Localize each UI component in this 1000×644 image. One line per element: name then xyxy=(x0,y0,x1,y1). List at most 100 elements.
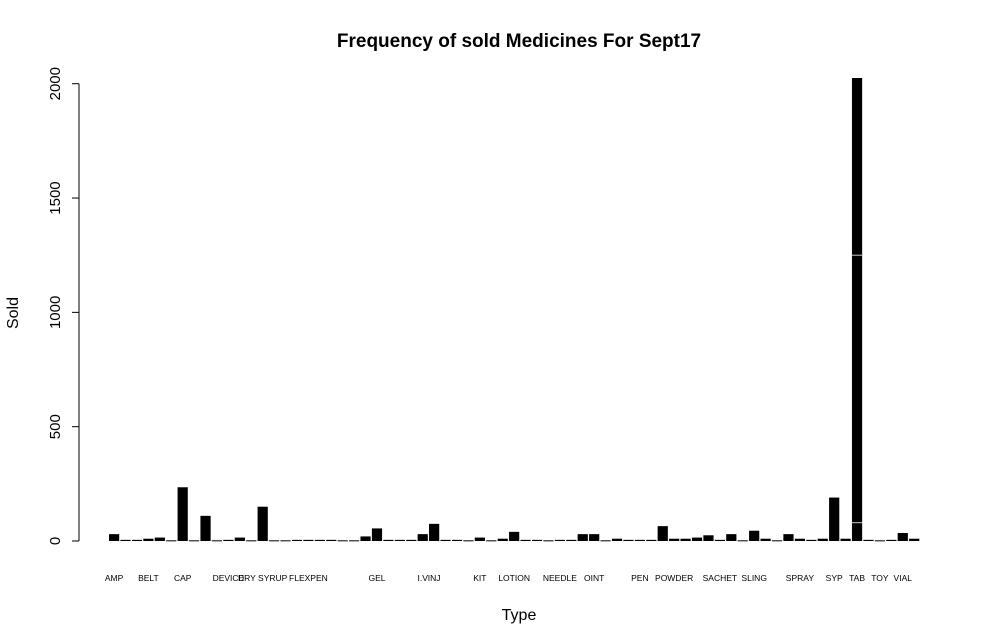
bar xyxy=(451,539,463,541)
bar xyxy=(223,539,234,541)
bar xyxy=(726,534,737,541)
bar xyxy=(429,523,440,541)
bar xyxy=(166,540,177,542)
bar xyxy=(417,534,428,541)
x-axis-label: Type xyxy=(502,607,537,624)
bar xyxy=(360,536,371,541)
bar xyxy=(623,539,634,541)
bar xyxy=(600,540,611,542)
x-tick-label: DEVICE xyxy=(213,573,245,583)
bar xyxy=(257,506,268,541)
x-tick-label: LOTION xyxy=(498,573,530,583)
bar xyxy=(817,538,828,541)
bar xyxy=(897,532,908,541)
x-tick-label: NEEDLE xyxy=(543,573,577,583)
bar xyxy=(371,528,383,541)
bar xyxy=(109,534,120,541)
bar xyxy=(211,540,223,542)
bar xyxy=(520,539,531,541)
x-tick-label: KIT xyxy=(473,573,486,583)
x-tick-label: TOY xyxy=(871,573,889,583)
bar xyxy=(771,540,783,542)
bar xyxy=(691,537,703,541)
y-axis: 0 500 1000 1500 2000 xyxy=(47,67,80,545)
bar xyxy=(863,539,874,541)
x-tick-label: I.V xyxy=(418,573,429,583)
bars xyxy=(109,78,920,542)
bar xyxy=(177,487,188,541)
bar xyxy=(829,497,840,541)
bar xyxy=(886,539,897,541)
bar xyxy=(543,540,554,542)
x-tick-label: SPRAY xyxy=(786,573,815,583)
bar xyxy=(486,540,497,542)
bar xyxy=(737,540,748,542)
bar xyxy=(246,540,257,542)
x-tick-label: FLEXPEN xyxy=(289,573,328,583)
bar xyxy=(383,539,394,541)
bar xyxy=(463,540,474,542)
y-tick-label: 1500 xyxy=(47,181,64,214)
y-axis-label: Sold xyxy=(5,297,22,329)
chart-title: Frequency of sold Medicines For Sept17 xyxy=(337,31,701,52)
bar xyxy=(474,537,485,541)
bar xyxy=(497,538,508,541)
bar xyxy=(349,540,360,542)
x-tick-label: POWDER xyxy=(655,573,693,583)
bar xyxy=(760,538,771,541)
bar xyxy=(851,78,863,541)
bar xyxy=(234,537,245,541)
bar xyxy=(440,539,451,541)
bar xyxy=(509,531,520,541)
bar xyxy=(394,539,405,541)
y-tick-label: 2000 xyxy=(47,67,64,100)
bar xyxy=(566,539,577,541)
x-tick-label: SACHET xyxy=(703,573,737,583)
bar xyxy=(280,540,291,542)
x-tick-label: CAP xyxy=(174,573,192,583)
bar xyxy=(611,538,623,541)
x-tick-label: SLING xyxy=(741,573,767,583)
bar xyxy=(143,538,154,541)
x-tick-label: OINT xyxy=(584,573,604,583)
bar xyxy=(749,530,760,541)
x-tick-label: VIAL xyxy=(894,573,913,583)
bar xyxy=(531,539,543,541)
x-tick-label: SYP xyxy=(826,573,843,583)
bar xyxy=(269,540,280,542)
bar xyxy=(291,539,303,541)
x-tick-label: DRY SYRUP xyxy=(238,573,288,583)
bar xyxy=(783,534,794,541)
bar xyxy=(840,538,851,541)
bar xyxy=(577,534,588,541)
bar xyxy=(131,539,143,541)
bar xyxy=(189,540,200,542)
y-tick-label: 500 xyxy=(47,414,64,439)
bar xyxy=(657,526,668,541)
bar xyxy=(303,539,314,541)
x-tick-label: PEN xyxy=(631,573,648,583)
bar xyxy=(703,535,714,541)
x-tick-label: AMP xyxy=(105,573,124,583)
bar xyxy=(589,534,600,541)
bar xyxy=(154,537,165,541)
bar xyxy=(337,540,348,542)
bar xyxy=(120,539,131,541)
bar xyxy=(406,539,417,541)
x-tick-label: INJ xyxy=(428,573,441,583)
bar xyxy=(646,539,657,541)
bar xyxy=(806,539,817,541)
y-tick-label: 0 xyxy=(47,537,64,545)
bar xyxy=(680,538,691,541)
bar xyxy=(669,538,680,541)
bar xyxy=(326,539,337,541)
bar xyxy=(554,539,565,541)
x-tick-label: GEL xyxy=(368,573,385,583)
x-tick-label: BELT xyxy=(138,573,159,583)
y-tick-label: 1000 xyxy=(47,296,64,329)
bar xyxy=(200,515,211,541)
bar xyxy=(794,538,805,541)
bar xyxy=(714,539,725,541)
